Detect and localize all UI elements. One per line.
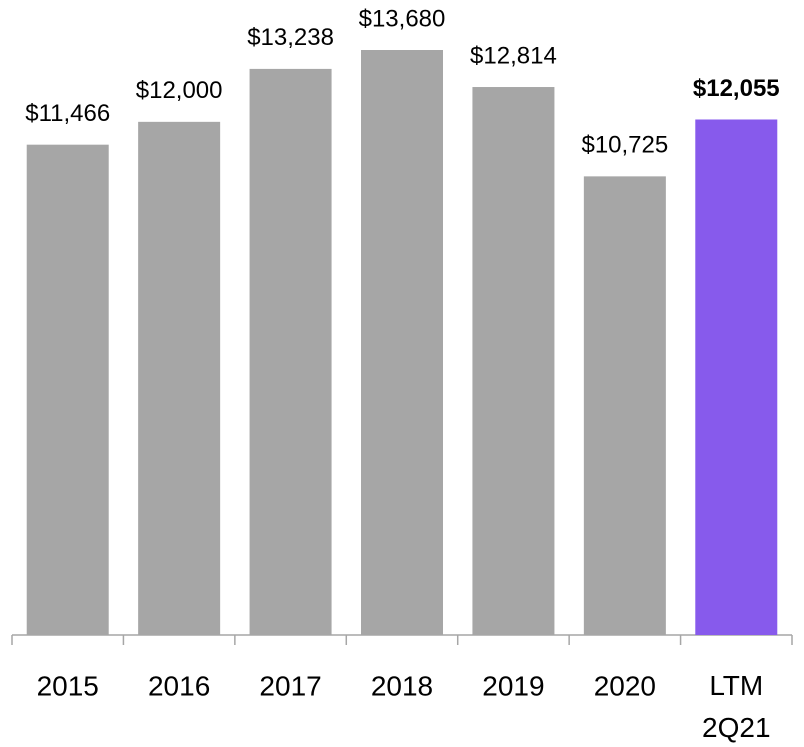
value-label: $13,238: [247, 24, 334, 51]
x-tick-label: 2017: [259, 670, 321, 701]
bar: [249, 68, 332, 636]
bar: [26, 144, 109, 636]
x-tick-label: LTM 2Q21: [702, 670, 771, 743]
x-tick-label: 2015: [37, 670, 99, 701]
value-label: $13,680: [359, 5, 446, 32]
value-label: $12,055: [693, 75, 780, 102]
x-tick-label: 2016: [148, 670, 210, 701]
x-tick-label: 2019: [482, 670, 544, 701]
bar: [472, 87, 555, 635]
value-label: $11,466: [25, 100, 110, 127]
bar: [138, 121, 221, 635]
x-tick-label: 2020: [594, 670, 656, 701]
value-label: $12,000: [136, 77, 223, 104]
value-label: $12,814: [470, 42, 557, 69]
value-label: $10,725: [581, 132, 668, 159]
bar: [583, 176, 666, 636]
x-tick-label: 2018: [371, 670, 433, 701]
bar: [695, 119, 778, 636]
bar: [361, 50, 443, 635]
